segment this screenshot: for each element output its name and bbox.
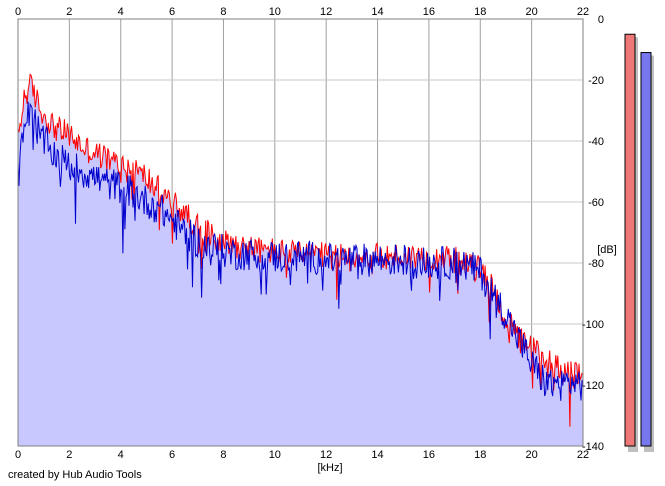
y-axis-label: [dB] [597,244,617,256]
spectrum-fill-area [18,74,583,446]
x-tick-label-bottom: 4 [118,449,124,461]
plot-frame [17,18,584,447]
x-tick-label-bottom: 0 [15,449,21,461]
x-tick-label-bottom: 2 [66,449,72,461]
x-tick-label-top: 10 [269,6,281,18]
level-meter-bar [624,33,636,447]
spectrum-trace-red [17,73,584,427]
x-tick-label-top: 12 [320,6,332,18]
x-tick-label-top: 8 [220,6,226,18]
x-tick-label-bottom: 12 [320,449,332,461]
x-tick-label-bottom: 8 [220,449,226,461]
x-tick-label-bottom: 20 [526,449,538,461]
x-tick-label-bottom: 14 [371,449,383,461]
y-tick-label: -100 [582,319,604,331]
x-tick-label-top: 14 [371,6,383,18]
x-tick-label-top: 16 [423,6,435,18]
y-tick-label: -120 [582,380,604,392]
y-tick-label: -40 [588,136,604,148]
x-tick-label-top: 18 [474,6,486,18]
y-tick-label: 0 [598,14,604,26]
x-tick-label-top: 2 [66,6,72,18]
y-tick-label: -80 [588,258,604,270]
x-tick-label-top: 6 [169,6,175,18]
x-axis-label: [kHz] [317,462,342,474]
footer-credit: created by Hub Audio Tools [8,469,142,481]
x-tick-label-top: 0 [15,6,21,18]
x-tick-label-bottom: 18 [474,449,486,461]
y-tick-label: -20 [588,75,604,87]
x-tick-label-top: 20 [526,6,538,18]
x-tick-label-bottom: 6 [169,449,175,461]
x-tick-label-bottom: 16 [423,449,435,461]
y-tick-label: -140 [582,441,604,453]
x-tick-label-bottom: 22 [577,449,589,461]
level-meter-bar [640,52,652,447]
level-meters [624,33,654,453]
x-tick-label-bottom: 10 [269,449,281,461]
y-tick-label: -60 [588,197,604,209]
spectrum-trace-blue [17,101,584,401]
x-tick-label-top: 22 [577,6,589,18]
axis-tick-labels: 002244668810101212141416161818202022220-… [15,6,604,461]
x-tick-label-top: 4 [118,6,124,18]
